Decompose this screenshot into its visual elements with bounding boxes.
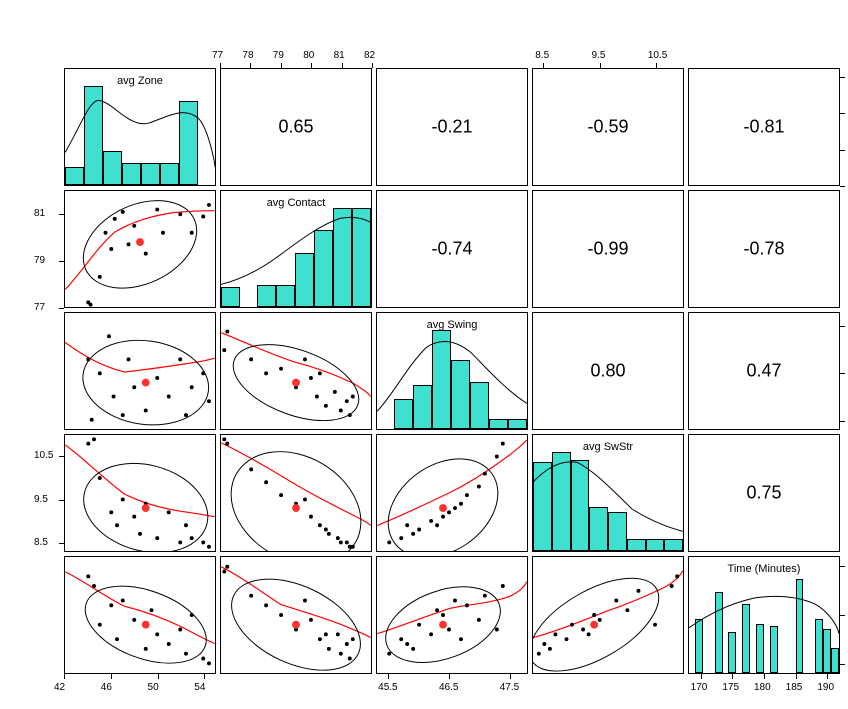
cell-0-0: avg Zone bbox=[64, 68, 216, 186]
cell-2-0 bbox=[64, 312, 216, 430]
cell-4-3 bbox=[532, 556, 684, 674]
histogram bbox=[377, 330, 527, 429]
correlation-value: -0.59 bbox=[587, 117, 628, 138]
axis-tick-label: 45.5 bbox=[378, 682, 397, 693]
cell-1-4: -0.78 bbox=[688, 190, 840, 308]
axis-tick-label: 8.5 bbox=[535, 50, 549, 61]
cell-1-1: avg Contact bbox=[220, 190, 372, 308]
cell-4-0 bbox=[64, 556, 216, 674]
scatter-plot bbox=[221, 313, 371, 429]
variable-label: avg Swing bbox=[427, 319, 478, 331]
axis-tick-label: 185 bbox=[786, 682, 803, 693]
axis-tick-label: 77 bbox=[34, 302, 45, 313]
cell-2-1 bbox=[220, 312, 372, 430]
correlation-value: -0.21 bbox=[431, 117, 472, 138]
correlation-value: -0.74 bbox=[431, 239, 472, 260]
cell-1-3: -0.99 bbox=[532, 190, 684, 308]
axis-tick-label: 50 bbox=[148, 682, 159, 693]
correlation-value: 0.47 bbox=[746, 361, 781, 382]
axis-tick-label: 46 bbox=[101, 682, 112, 693]
axis-tick-label: 170 bbox=[691, 682, 708, 693]
histogram bbox=[689, 574, 839, 673]
cell-3-1 bbox=[220, 434, 372, 552]
axis-tick-label: 42 bbox=[54, 682, 65, 693]
axis-tick-label: 81 bbox=[334, 50, 345, 61]
axis-tick-label: 190 bbox=[817, 682, 834, 693]
variable-label: Time (Minutes) bbox=[728, 563, 801, 575]
axis-tick-label: 77 bbox=[212, 50, 223, 61]
cell-0-1: 0.65 bbox=[220, 68, 372, 186]
cell-3-2 bbox=[376, 434, 528, 552]
axis-tick-label: 79 bbox=[34, 255, 45, 266]
axis-tick-label: 10.5 bbox=[648, 50, 667, 61]
variable-label: avg SwStr bbox=[583, 441, 633, 453]
axis-tick-label: 10.5 bbox=[34, 450, 53, 461]
cell-2-3: 0.80 bbox=[532, 312, 684, 430]
cell-4-4: Time (Minutes) bbox=[688, 556, 840, 674]
correlation-value: -0.78 bbox=[743, 239, 784, 260]
histogram bbox=[65, 86, 215, 185]
cell-0-4: -0.81 bbox=[688, 68, 840, 186]
axis-tick-label: 180 bbox=[754, 682, 771, 693]
axis-tick-label: 79 bbox=[273, 50, 284, 61]
correlation-value: 0.65 bbox=[278, 117, 313, 138]
axis-tick-label: 80 bbox=[303, 50, 314, 61]
scatter-plot bbox=[221, 435, 371, 551]
correlation-value: -0.81 bbox=[743, 117, 784, 138]
cell-0-3: -0.59 bbox=[532, 68, 684, 186]
axis-tick-label: 9.5 bbox=[34, 494, 48, 505]
correlation-value: 0.80 bbox=[590, 361, 625, 382]
axis-tick-label: 47.5 bbox=[500, 682, 519, 693]
scatter-plot bbox=[65, 435, 215, 551]
scatter-plot bbox=[65, 191, 215, 307]
scatter-plot bbox=[377, 557, 527, 673]
cell-1-0 bbox=[64, 190, 216, 308]
cell-1-2: -0.74 bbox=[376, 190, 528, 308]
scatter-plot bbox=[533, 557, 683, 673]
variable-label: avg Contact bbox=[267, 197, 326, 209]
scatter-plot bbox=[377, 435, 527, 551]
histogram bbox=[533, 452, 683, 551]
correlation-value: -0.99 bbox=[587, 239, 628, 260]
cell-4-2 bbox=[376, 556, 528, 674]
cell-3-0 bbox=[64, 434, 216, 552]
correlation-value: 0.75 bbox=[746, 483, 781, 504]
cell-4-1 bbox=[220, 556, 372, 674]
cell-0-2: -0.21 bbox=[376, 68, 528, 186]
cell-2-4: 0.47 bbox=[688, 312, 840, 430]
correlation-matrix: avg Zone 0.65 -0.21 -0.59 -0.81 avg Contact -0… bbox=[20, 20, 828, 689]
axis-tick-label: 8.5 bbox=[34, 537, 48, 548]
cell-3-4: 0.75 bbox=[688, 434, 840, 552]
axis-tick-label: 9.5 bbox=[592, 50, 606, 61]
scatter-plot bbox=[221, 557, 371, 673]
axis-tick-label: 46.5 bbox=[439, 682, 458, 693]
axis-tick-label: 54 bbox=[194, 682, 205, 693]
scatter-plot bbox=[65, 313, 215, 429]
axis-tick-label: 175 bbox=[722, 682, 739, 693]
histogram bbox=[221, 208, 371, 307]
variable-label: avg Zone bbox=[117, 75, 163, 87]
cell-2-2: avg Swing bbox=[376, 312, 528, 430]
scatter-plot bbox=[65, 557, 215, 673]
axis-tick-label: 78 bbox=[242, 50, 253, 61]
cell-3-3: avg SwStr bbox=[532, 434, 684, 552]
axis-tick-label: 81 bbox=[34, 208, 45, 219]
axis-tick-label: 82 bbox=[364, 50, 375, 61]
